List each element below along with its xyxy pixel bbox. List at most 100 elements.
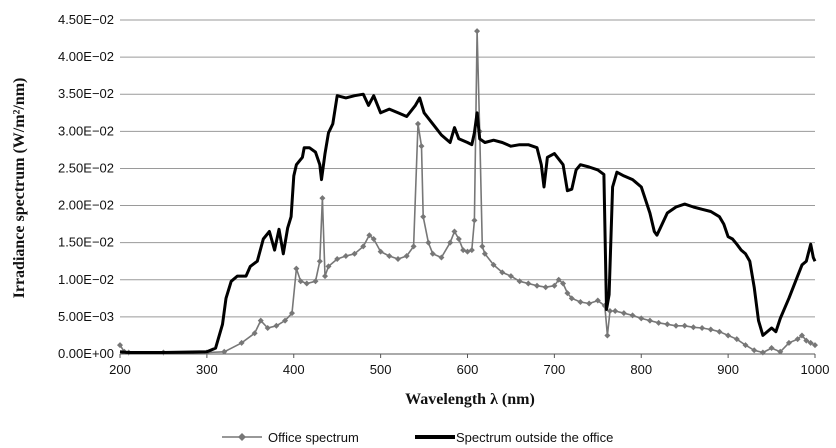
data-point-marker [490, 261, 497, 268]
data-point-marker [351, 250, 358, 257]
data-point-marker [742, 342, 749, 349]
data-point-marker [606, 307, 613, 314]
data-point-marker [251, 330, 258, 337]
data-point-marker [516, 278, 523, 285]
data-point-marker [673, 322, 679, 329]
data-point-marker [264, 325, 271, 332]
data-point-marker [794, 336, 801, 343]
data-point-marker [807, 339, 814, 346]
x-tick-label: 300 [196, 362, 218, 377]
data-point-marker [604, 332, 611, 339]
legend: Office spectrum Spectrum outside the off… [222, 430, 613, 445]
data-point-marker [403, 253, 410, 260]
data-point-marker [451, 228, 458, 235]
y-tick-label: 1.00E−02 [58, 272, 114, 287]
x-tick-label: 400 [283, 362, 305, 377]
legend-outside-label: Spectrum outside the office [456, 430, 613, 445]
grid-lines [120, 19, 815, 318]
series-line-outside [119, 92, 817, 354]
data-point-marker [319, 195, 326, 202]
data-point-marker [699, 325, 706, 332]
data-point-marker [297, 278, 304, 285]
data-point-marker [481, 250, 488, 257]
data-point-marker [785, 339, 792, 346]
x-axis-ticks: 200 300 400 500 600 700 800 900 1000 [109, 354, 829, 377]
y-tick-label: 5.00E−03 [58, 309, 114, 324]
data-point-marker [612, 307, 619, 314]
data-point-marker [629, 312, 636, 319]
data-point-marker [221, 348, 228, 355]
x-axis-title: Wavelength λ (nm) [405, 391, 535, 408]
data-point-marker [257, 317, 264, 324]
data-point-marker [777, 348, 784, 355]
data-point-marker [568, 295, 575, 302]
data-point-marker [414, 120, 421, 127]
data-point-marker [707, 326, 714, 333]
data-point-marker [293, 265, 300, 272]
y-tick-label: 2.00E−02 [58, 198, 114, 213]
data-point-marker [312, 278, 319, 285]
data-point-marker [370, 235, 377, 242]
data-point-marker [429, 250, 436, 257]
data-point-marker [499, 269, 506, 276]
data-point-marker [438, 254, 445, 261]
data-point-marker [420, 213, 427, 220]
legend-office-label: Office spectrum [268, 430, 359, 445]
data-point-marker [768, 345, 775, 352]
data-point-marker [759, 349, 766, 356]
data-point-marker [471, 217, 478, 224]
x-tick-label: 800 [630, 362, 652, 377]
data-point-marker [410, 243, 417, 250]
x-tick-label: 500 [370, 362, 392, 377]
data-point-marker [551, 282, 558, 289]
data-point-marker [322, 273, 329, 280]
data-point-marker [360, 243, 367, 250]
data-point-marker [425, 239, 432, 246]
y-tick-label: 2.50E−02 [58, 160, 114, 175]
data-point-marker [638, 315, 645, 322]
data-point-marker [564, 290, 571, 297]
data-point-marker [525, 280, 532, 287]
data-point-marker [690, 324, 697, 331]
data-point-marker [334, 255, 341, 262]
data-point-marker [282, 317, 289, 324]
y-axis-title: Irradiance spectrum (W/m²/nm) [11, 78, 28, 299]
y-tick-label: 1.50E−02 [58, 235, 114, 250]
data-point-marker [342, 253, 349, 260]
data-point-marker [586, 300, 593, 307]
data-point-marker [664, 321, 671, 328]
y-tick-label: 0.00E+00 [58, 346, 114, 361]
data-point-marker [577, 299, 584, 306]
data-point-marker [542, 284, 549, 291]
data-point-marker [555, 276, 562, 283]
data-point-marker [316, 258, 323, 265]
y-axis-ticks: 0.00E+00 5.00E−03 1.00E−02 1.50E−02 2.00E−02… [58, 12, 114, 361]
data-point-marker [273, 322, 280, 329]
x-tick-label: 600 [457, 362, 479, 377]
x-tick-label: 900 [717, 362, 739, 377]
data-point-marker [716, 328, 723, 335]
data-point-marker [655, 319, 662, 326]
x-tick-label: 700 [544, 362, 566, 377]
y-tick-label: 4.50E−02 [58, 12, 114, 27]
data-point-marker [751, 347, 758, 354]
data-point-marker [798, 332, 805, 339]
data-point-marker [468, 247, 475, 254]
data-point-marker [377, 248, 384, 255]
y-tick-label: 3.00E−02 [58, 123, 114, 138]
data-point-marker [534, 282, 540, 289]
x-tick-label: 200 [109, 362, 131, 377]
legend-office-marker [238, 433, 246, 441]
data-point-marker [117, 342, 123, 349]
series-markers-office [117, 28, 818, 356]
data-point-marker [620, 310, 627, 317]
data-point-marker [418, 143, 425, 150]
data-point-marker [733, 336, 740, 343]
data-point-marker [303, 280, 310, 287]
data-point-marker [238, 339, 245, 346]
data-point-marker [560, 280, 567, 287]
data-point-marker [447, 239, 454, 246]
data-point-marker [594, 297, 601, 304]
data-point-marker [386, 253, 393, 260]
